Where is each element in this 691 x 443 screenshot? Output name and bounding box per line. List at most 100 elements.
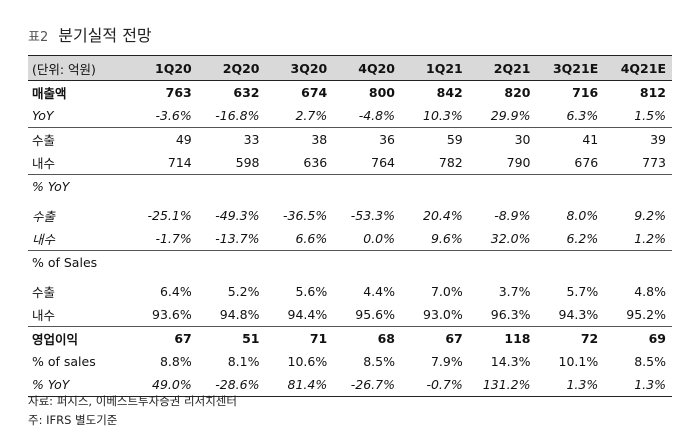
table-cell: 49.0% <box>130 373 198 397</box>
row-label: 영업이익 <box>28 326 130 350</box>
table-cell <box>333 250 401 274</box>
table-cell: 96.3% <box>490 307 531 322</box>
table-cell: 131.2% <box>468 373 537 397</box>
row-label: 수출 <box>28 127 130 151</box>
row-label: 내수 <box>32 232 56 247</box>
table-cell <box>536 174 605 198</box>
column-header: 4Q20 <box>333 55 401 81</box>
table-cell: 67 <box>130 326 198 350</box>
row-label: 수출 <box>32 209 56 224</box>
source-note: 자료: 퍼시스, 이베스트투자증권 리서치센터 <box>28 394 237 408</box>
table-cell: -36.5% <box>283 208 328 223</box>
table-cell: 8.8% <box>159 354 192 369</box>
table-cell: -53.3% <box>350 208 395 223</box>
table-cell <box>401 250 469 274</box>
column-header: 1Q21 <box>401 55 469 81</box>
table-cell: -13.7% <box>215 231 260 246</box>
table-cell: 9.2% <box>634 208 666 223</box>
table-cell: 8.5% <box>363 354 395 369</box>
table-title-text: 분기실적 전망 <box>58 26 152 45</box>
column-header: 3Q20 <box>265 55 334 81</box>
table-cell: 59 <box>401 127 469 151</box>
table-cell: 29.9% <box>490 108 531 123</box>
table-cell: 51 <box>197 326 266 350</box>
table-cell <box>265 250 334 274</box>
table-cell <box>468 174 537 198</box>
table-cell: 782 <box>438 155 463 170</box>
table-cell: 1.3% <box>536 373 605 397</box>
table-cell: -16.8% <box>215 108 260 123</box>
table-cell: 5.6% <box>295 284 328 299</box>
table-cell: 773 <box>642 155 666 170</box>
table-row: 매출액 763 632 674 800 842 820 716 812 <box>28 81 672 105</box>
table-cell: 842 <box>436 85 463 100</box>
table-cell: 0.0% <box>363 231 395 246</box>
table-cell: 10.6% <box>287 354 328 369</box>
footnotes: 자료: 퍼시스, 이베스트투자증권 리서치센터 주: IFRS 별도기준 <box>28 392 237 430</box>
table-cell: 4.4% <box>363 284 395 299</box>
table-cell <box>265 174 334 198</box>
table-cell: 68 <box>333 326 401 350</box>
table-cell: 93.0% <box>423 307 463 322</box>
table-cell: -28.6% <box>197 373 266 397</box>
table-cell: 636 <box>303 155 328 170</box>
table-cell: 6.2% <box>566 231 599 246</box>
table-cell <box>130 174 198 198</box>
table-cell: 7.0% <box>430 284 463 299</box>
table-cell: 10.1% <box>558 354 599 369</box>
table-cell <box>197 250 266 274</box>
table-cell: 716 <box>572 85 599 100</box>
table-cell: 6.6% <box>295 231 328 246</box>
table-cell: 41 <box>536 127 605 151</box>
quarterly-earnings-table: (단위: 억원) 1Q20 2Q20 3Q20 4Q20 1Q21 2Q21 3… <box>28 55 672 397</box>
column-header: 3Q21E <box>536 55 605 81</box>
table-cell: 764 <box>371 155 395 170</box>
table-cell <box>536 250 605 274</box>
table-cell: 14.3% <box>490 354 531 369</box>
table-cell: 118 <box>468 326 537 350</box>
table-cell: 94.8% <box>219 307 260 322</box>
row-label: % of sales <box>32 354 96 369</box>
table-cell: 812 <box>639 85 666 100</box>
table-cell: -1.7% <box>155 231 192 246</box>
row-label: % YoY <box>28 373 130 397</box>
table-cell <box>604 250 672 274</box>
table-cell <box>604 174 672 198</box>
row-label: % YoY <box>28 174 130 198</box>
basis-note: 주: IFRS 별도기준 <box>28 413 118 427</box>
table-cell: 800 <box>368 85 395 100</box>
table-cell: -8.9% <box>494 208 531 223</box>
table-cell: -25.1% <box>147 208 192 223</box>
table-row: % of sales 8.8% 8.1% 10.6% 8.5% 7.9% 14.3% 10.1… <box>28 350 672 373</box>
table-row: % of Sales <box>28 250 672 274</box>
table-cell: 38 <box>265 127 334 151</box>
table-cell <box>197 174 266 198</box>
table-cell: 8.0% <box>566 208 599 223</box>
table-row: 내수 714 598 636 764 782 790 676 773 <box>28 151 672 175</box>
table-cell: 94.4% <box>287 307 328 322</box>
unit-label: (단위: 억원) <box>28 55 130 81</box>
table-cell: 95.2% <box>626 307 666 322</box>
table-cell: 6.4% <box>159 284 192 299</box>
table-title: 표2 분기실적 전망 <box>28 22 152 46</box>
table-cell: 36 <box>333 127 401 151</box>
row-label: 수출 <box>32 285 56 300</box>
table-cell: 69 <box>604 326 672 350</box>
table-cell: 7.9% <box>430 354 463 369</box>
column-header: 1Q20 <box>130 55 198 81</box>
table-cell: 93.6% <box>152 307 192 322</box>
table-row: 영업이익 67 51 71 68 67 118 72 69 <box>28 326 672 350</box>
table-cell: 1.3% <box>604 373 672 397</box>
table-cell: 71 <box>265 326 334 350</box>
table-cell: 95.6% <box>355 307 395 322</box>
table-cell: 1.5% <box>634 108 666 123</box>
table-cell: 3.7% <box>498 284 531 299</box>
header-row: (단위: 억원) 1Q20 2Q20 3Q20 4Q20 1Q21 2Q21 3… <box>28 55 672 81</box>
table-cell: 32.0% <box>490 231 531 246</box>
row-label: % of Sales <box>28 250 130 274</box>
table-cell: 8.5% <box>634 354 666 369</box>
table-cell: -3.6% <box>155 108 192 123</box>
table-cell: 94.3% <box>558 307 599 322</box>
table-cell: 81.4% <box>265 373 334 397</box>
table-row: % YoY 49.0% -28.6% 81.4% -26.7% -0.7% 131.2% 1.… <box>28 373 672 397</box>
